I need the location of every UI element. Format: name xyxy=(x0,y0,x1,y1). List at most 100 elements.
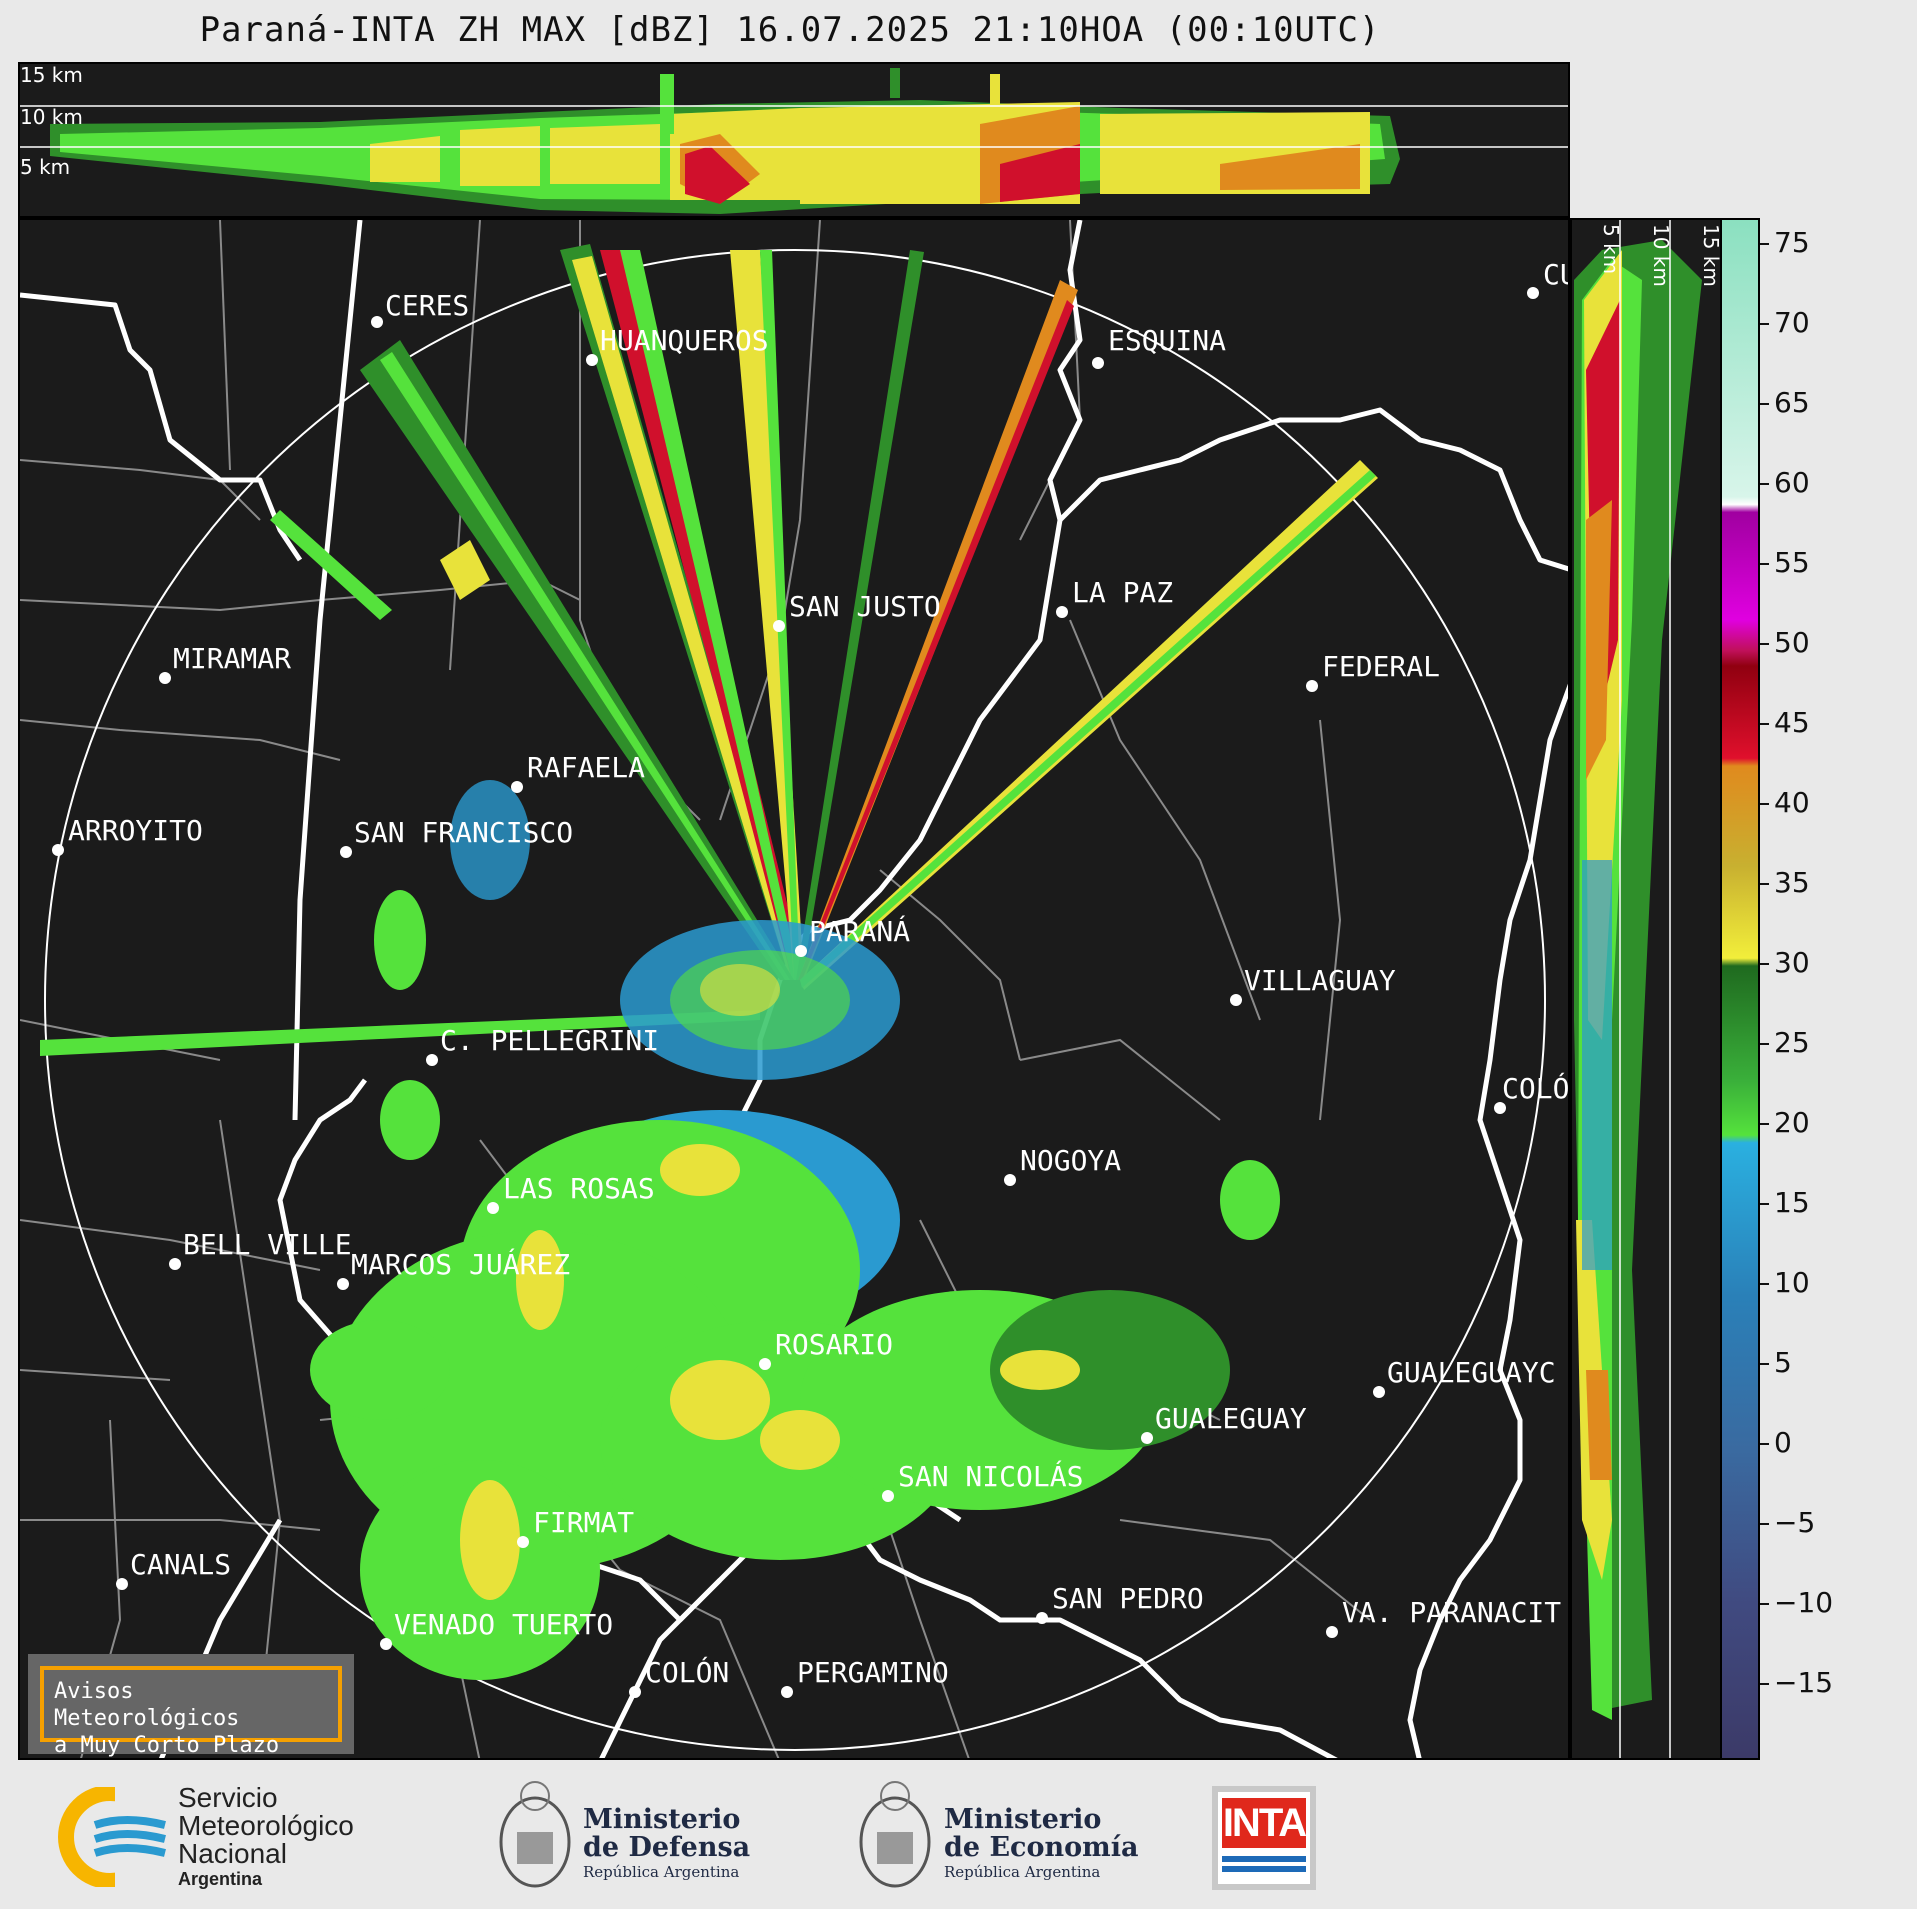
right-echo-blue xyxy=(1582,860,1612,1270)
city-san-nicolas: SAN NICOLÁS xyxy=(882,1459,1083,1502)
echo-tower-1 xyxy=(660,74,674,134)
city-san-francisco: SAN FRANCISCO xyxy=(340,816,573,858)
city-c-pellegrini: C. PELLEGRINI xyxy=(426,1024,659,1066)
city-miramar: MIRAMAR xyxy=(159,642,291,684)
svg-text:VA. PARANACIT: VA. PARANACIT xyxy=(1342,1596,1561,1629)
svg-text:NOGOYA: NOGOYA xyxy=(1020,1144,1121,1177)
svg-text:PARANÁ: PARANÁ xyxy=(809,914,910,948)
city-rosario: ROSARIO xyxy=(759,1328,893,1370)
city-pergamino: PERGAMINO xyxy=(781,1656,949,1698)
colorbar xyxy=(1720,218,1760,1760)
city-bell-ville: BELL VILLE xyxy=(169,1228,352,1270)
city-colon: COLÓN xyxy=(629,1655,729,1698)
colorbar-tick: 30 xyxy=(1760,946,1810,979)
notice-box: Avisos Meteorológicos a Muy Corto Plazo xyxy=(28,1654,354,1758)
radar-map-svg: CERES HUANQUEROS ESQUINA CU SAN JUSTO LA… xyxy=(20,220,1570,1758)
echo-red-1 xyxy=(685,146,750,204)
city-nogoya: NOGOYA xyxy=(1004,1144,1121,1186)
svg-text:SAN NICOLÁS: SAN NICOLÁS xyxy=(898,1459,1083,1493)
city-huanqueros: HUANQUEROS xyxy=(586,324,769,366)
svg-text:ROSARIO: ROSARIO xyxy=(775,1328,893,1361)
alt-label-right-10km: 10 km xyxy=(1649,224,1673,287)
svg-text:PERGAMINO: PERGAMINO xyxy=(797,1656,949,1689)
echo-yellow-3 xyxy=(550,124,660,184)
city-venado-tuerto: VENADO TUERTO xyxy=(380,1608,613,1650)
city-arroyito: ARROYITO xyxy=(52,814,203,856)
range-ring xyxy=(44,249,1546,1751)
city-federal: FEDERAL xyxy=(1306,650,1440,692)
colorbar-tick: 60 xyxy=(1760,466,1810,499)
economia-seal-icon xyxy=(859,1781,931,1888)
city-va-paranacit: VA. PARANACIT xyxy=(1326,1596,1561,1638)
defensa-seal-icon xyxy=(499,1781,571,1888)
echo-yellow-1 xyxy=(370,136,440,182)
svg-text:CANALS: CANALS xyxy=(130,1548,231,1581)
svg-text:CU: CU xyxy=(1543,258,1570,291)
top-cross-section-panel: 15 km 10 km 5 km xyxy=(18,62,1570,218)
colorbar-tick: 35 xyxy=(1760,866,1810,899)
colorbar-tick: 5 xyxy=(1760,1346,1792,1379)
svg-text:ARROYITO: ARROYITO xyxy=(68,814,203,847)
colorbar-svg xyxy=(1722,220,1758,1758)
city-gualeguayc: GUALEGUAYC xyxy=(1373,1356,1556,1398)
svg-text:ESQUINA: ESQUINA xyxy=(1108,324,1226,357)
svg-text:C. PELLEGRINI: C. PELLEGRINI xyxy=(440,1024,659,1057)
smn-logo-text: Servicio Meteorológico Nacional Argentin… xyxy=(178,1782,354,1890)
colorbar-tick: −15 xyxy=(1759,1666,1833,1699)
svg-text:GUALEGUAYC: GUALEGUAYC xyxy=(1387,1356,1556,1389)
colorbar-tick: 15 xyxy=(1760,1186,1810,1219)
svg-text:BELL VILLE: BELL VILLE xyxy=(183,1228,352,1261)
radar-rays xyxy=(40,244,1378,1056)
colorbar-tick: 75 xyxy=(1760,226,1810,259)
radar-southern-echoes xyxy=(310,1110,1280,1680)
alt-label-10km: 10 km xyxy=(20,105,83,129)
svg-text:COLÓ: COLÓ xyxy=(1502,1071,1569,1105)
colorbar-tick: 45 xyxy=(1760,706,1810,739)
svg-text:LA PAZ: LA PAZ xyxy=(1072,576,1173,609)
city-cu: CU xyxy=(1527,258,1570,299)
right-echo-orange xyxy=(1586,500,1612,780)
right-cross-section-svg: 5 km 10 km 15 km xyxy=(1574,220,1723,1758)
colorbar-tick: −10 xyxy=(1759,1586,1833,1619)
city-villaguay: VILLAGUAY xyxy=(1230,964,1396,1006)
svg-text:RAFAELA: RAFAELA xyxy=(527,751,645,784)
city-markers: CERES HUANQUEROS ESQUINA CU SAN JUSTO LA… xyxy=(52,258,1570,1698)
colorbar-tick: −5 xyxy=(1759,1506,1815,1539)
economia-logo-text: Ministerio de Economía República Argenti… xyxy=(944,1804,1139,1882)
city-las-rosas: LAS ROSAS xyxy=(487,1172,655,1214)
colorbar-tick: 40 xyxy=(1760,786,1810,819)
svg-text:SAN PEDRO: SAN PEDRO xyxy=(1052,1582,1204,1615)
top-cross-section-svg: 15 km 10 km 5 km xyxy=(20,64,1568,214)
colorbar-tick: 55 xyxy=(1760,546,1810,579)
svg-text:CERES: CERES xyxy=(385,289,469,322)
city-la-paz: LA PAZ xyxy=(1056,576,1173,618)
colorbar-tick: 70 xyxy=(1760,306,1810,339)
colorbar-tick: 20 xyxy=(1760,1106,1810,1139)
notice-line-2: a Muy Corto Plazo xyxy=(54,1733,280,1758)
colorbar-tick: 50 xyxy=(1760,626,1810,659)
svg-text:COLÓN: COLÓN xyxy=(645,1655,729,1689)
echo-yellow-2 xyxy=(460,126,540,186)
defensa-logo-text: Ministerio de Defensa República Argentin… xyxy=(583,1804,751,1882)
notice-inner: Avisos Meteorológicos a Muy Corto Plazo xyxy=(40,1666,342,1758)
radar-near-field xyxy=(374,780,900,1160)
svg-text:MIRAMAR: MIRAMAR xyxy=(173,642,291,675)
echo-red-2 xyxy=(1000,144,1080,202)
map-title: Paraná-INTA ZH MAX [dBZ] 16.07.2025 21:1… xyxy=(199,10,1381,50)
city-parana: PARANÁ xyxy=(795,914,910,957)
city-rafaela: RAFAELA xyxy=(511,751,645,793)
alt-label-15km: 15 km xyxy=(20,64,83,87)
radar-map: CERES HUANQUEROS ESQUINA CU SAN JUSTO LA… xyxy=(18,218,1570,1760)
svg-text:MARCOS JUÁREZ: MARCOS JUÁREZ xyxy=(351,1247,570,1281)
colorbar-tick: 65 xyxy=(1760,386,1810,419)
svg-text:VENADO TUERTO: VENADO TUERTO xyxy=(394,1608,613,1641)
svg-text:LAS ROSAS: LAS ROSAS xyxy=(503,1172,655,1205)
right-echo-orange-bottom xyxy=(1586,1370,1612,1480)
svg-text:HUANQUEROS: HUANQUEROS xyxy=(600,324,769,357)
notice-line-1: Avisos Meteorológicos xyxy=(54,1679,240,1731)
svg-text:FEDERAL: FEDERAL xyxy=(1322,650,1440,683)
echo-tower-2 xyxy=(890,68,900,98)
city-firmat: FIRMAT xyxy=(517,1506,634,1548)
city-gualeguay: GUALEGUAY xyxy=(1141,1402,1307,1444)
city-esquina: ESQUINA xyxy=(1092,324,1226,369)
